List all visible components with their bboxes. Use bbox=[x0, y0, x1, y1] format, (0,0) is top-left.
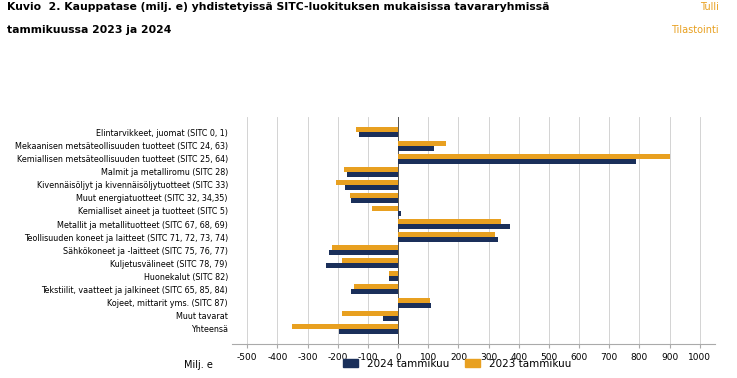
Bar bbox=[347, 172, 398, 177]
Bar bbox=[398, 297, 430, 302]
Bar bbox=[326, 263, 398, 268]
Text: Tulli: Tulli bbox=[699, 2, 719, 12]
Bar bbox=[398, 237, 497, 242]
Text: Tilastointi: Tilastointi bbox=[671, 25, 719, 34]
Bar bbox=[398, 302, 431, 308]
Bar bbox=[356, 127, 398, 132]
Bar bbox=[398, 141, 447, 146]
Bar bbox=[350, 193, 398, 198]
Bar bbox=[343, 167, 398, 172]
Bar bbox=[336, 180, 398, 185]
Bar bbox=[398, 219, 500, 224]
Bar bbox=[342, 258, 398, 263]
Bar bbox=[346, 185, 398, 190]
Bar bbox=[339, 329, 398, 334]
Bar bbox=[398, 153, 670, 159]
X-axis label: Milj. e: Milj. e bbox=[184, 360, 213, 370]
Bar bbox=[352, 290, 398, 294]
Bar bbox=[383, 316, 398, 321]
Bar bbox=[342, 311, 398, 316]
Bar bbox=[359, 132, 398, 138]
Bar bbox=[352, 198, 398, 203]
Bar bbox=[398, 146, 434, 150]
Bar bbox=[329, 250, 398, 255]
Bar bbox=[389, 276, 398, 281]
Bar bbox=[293, 324, 398, 329]
Bar bbox=[389, 271, 398, 276]
Bar bbox=[332, 245, 398, 250]
Bar bbox=[398, 211, 401, 216]
Bar bbox=[398, 224, 510, 229]
Legend: 2024 tammikuu, 2023 tammikuu: 2024 tammikuu, 2023 tammikuu bbox=[338, 355, 576, 373]
Bar bbox=[354, 285, 398, 290]
Text: Kuvio  2. Kauppatase (milj. e) yhdistetyissä SITC-luokituksen mukaisissa tavarar: Kuvio 2. Kauppatase (milj. e) yhdistetyi… bbox=[7, 2, 550, 12]
Text: tammikuussa 2023 ja 2024: tammikuussa 2023 ja 2024 bbox=[7, 25, 172, 34]
Bar bbox=[398, 232, 495, 237]
Bar bbox=[398, 159, 637, 164]
Bar bbox=[372, 206, 398, 211]
